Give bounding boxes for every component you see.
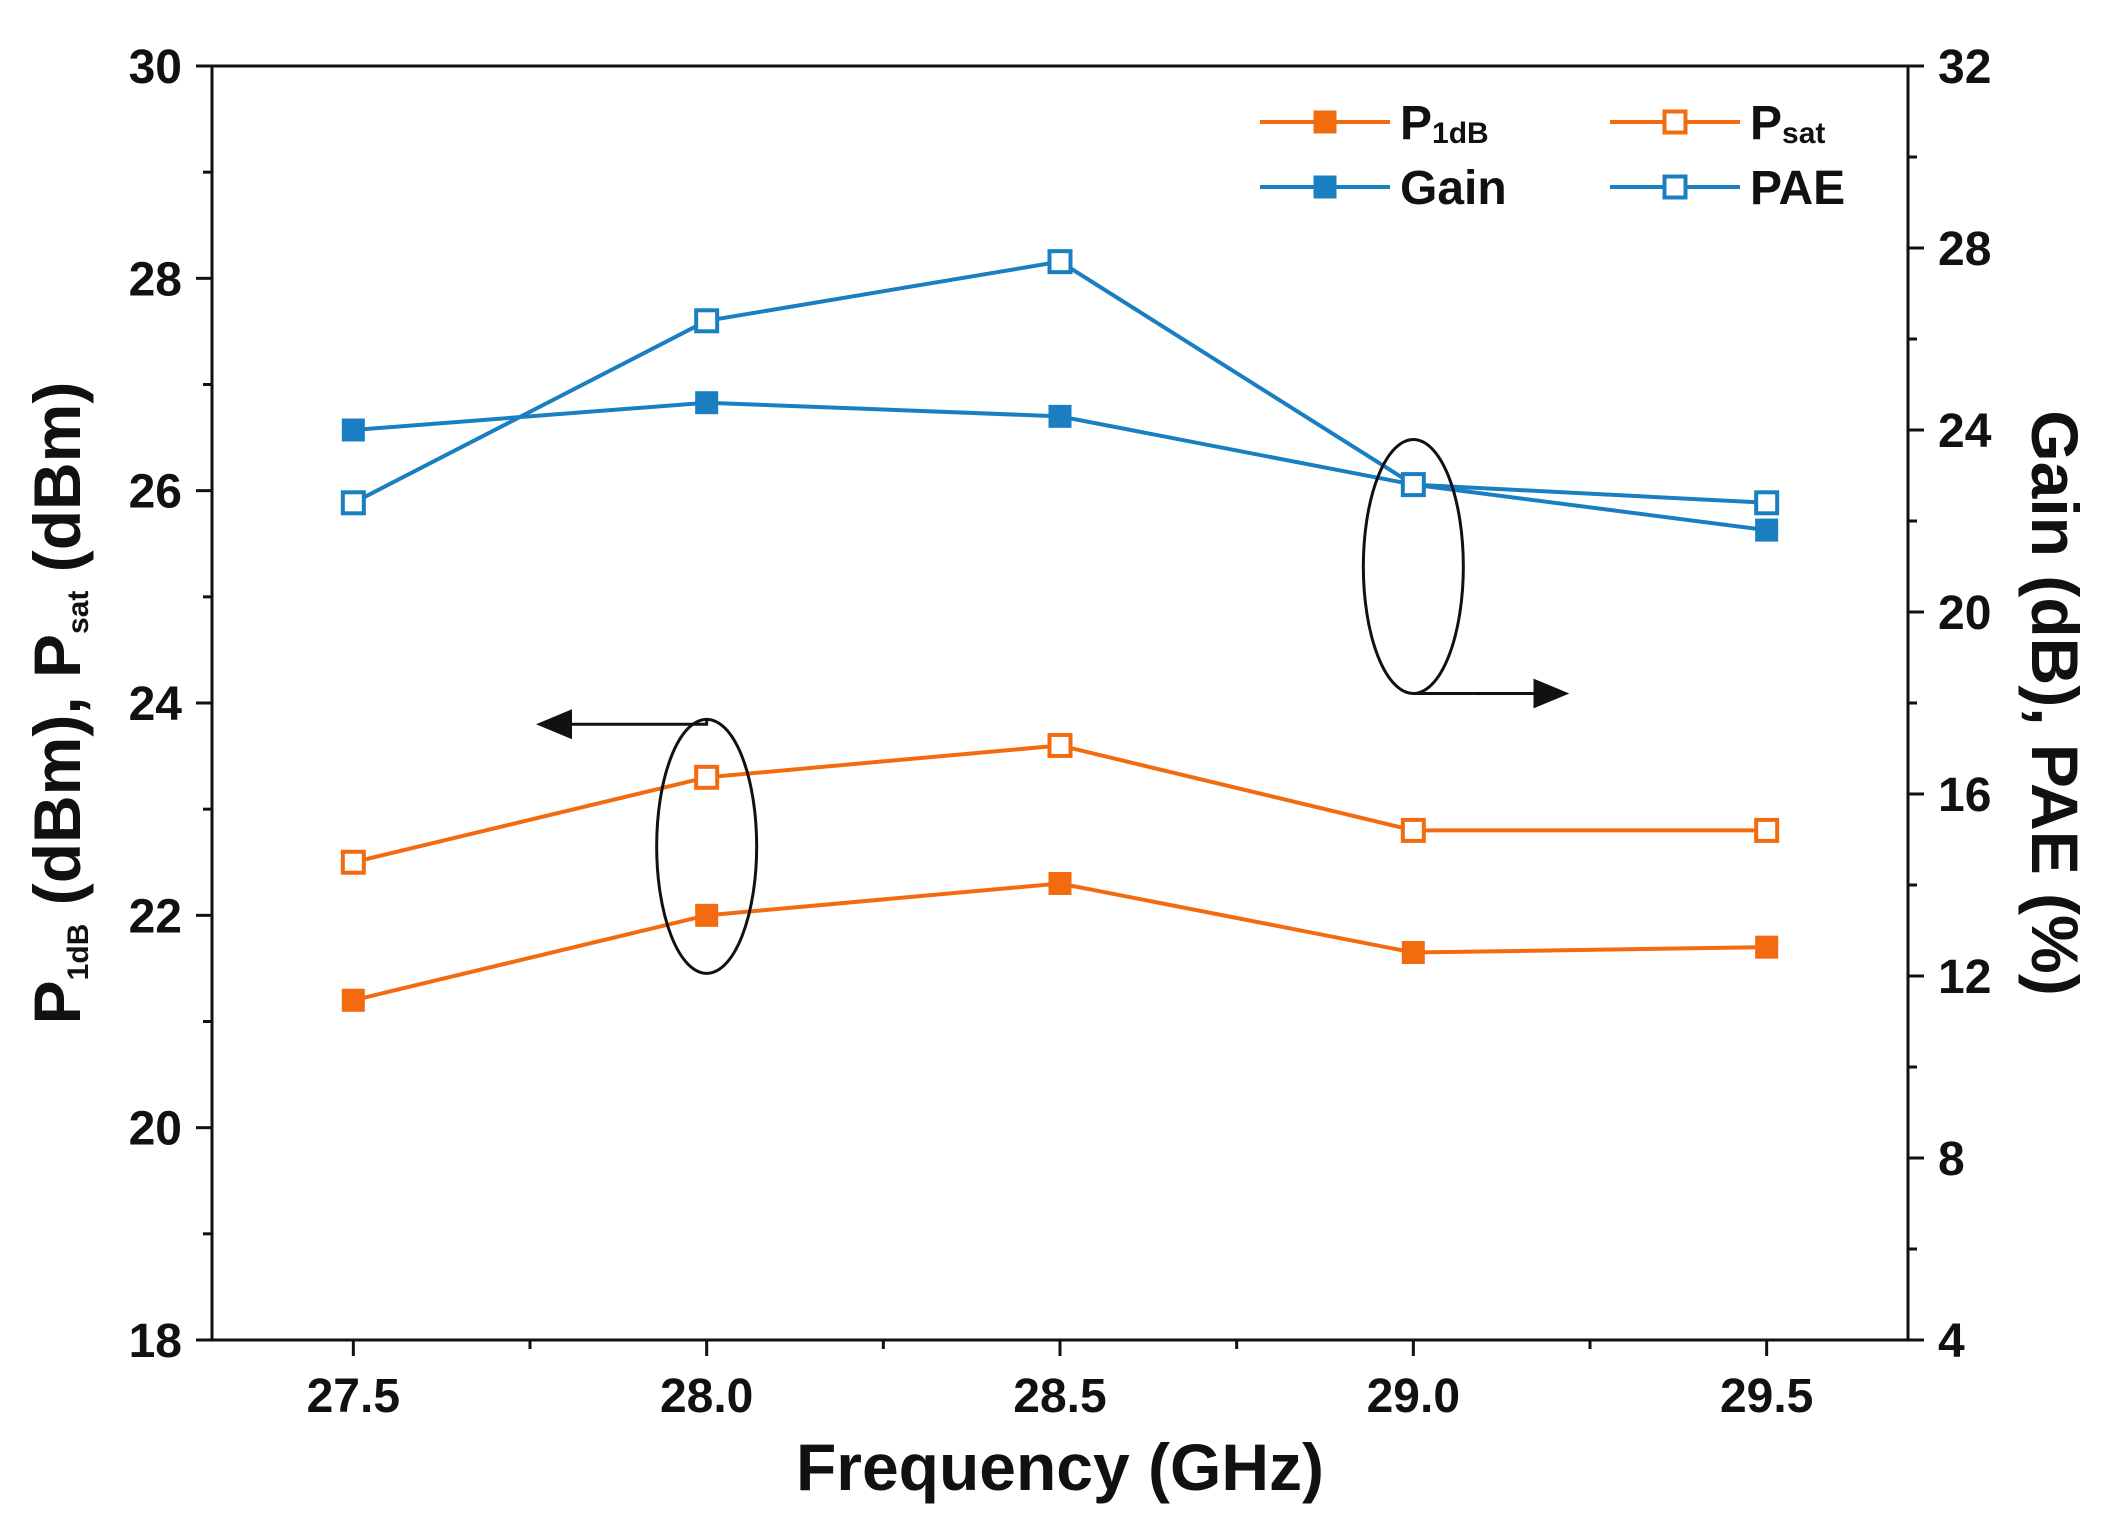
series-gain <box>341 391 1779 542</box>
y-left-tick-label: 18 <box>129 1315 182 1368</box>
annotation-layer <box>536 438 1570 975</box>
legend-label-psat: Psat <box>1750 97 1825 150</box>
y-right-tick-label: 32 <box>1938 41 1991 94</box>
legend-label-subscript: 1dB <box>1432 117 1489 150</box>
legend-item-p1db: P1dB <box>1260 97 1489 150</box>
legend-item-gain: Gain <box>1260 162 1507 215</box>
legend-marker-psat <box>1662 109 1688 135</box>
indicator-ellipse <box>655 717 759 975</box>
y-left-tick-label: 22 <box>129 890 182 943</box>
series-pae <box>340 249 1780 516</box>
data-point-pae <box>1754 490 1780 516</box>
data-point-gain <box>341 418 365 442</box>
data-point-psat <box>1754 817 1780 843</box>
plot-area-frame <box>210 64 1910 1342</box>
y-left-tick-label: 30 <box>129 41 182 94</box>
series-p1db <box>341 871 1779 1012</box>
y-left-tick-label: 20 <box>129 1103 182 1156</box>
legend-label-text: P <box>1400 97 1432 150</box>
data-point-p1db <box>341 988 365 1012</box>
y-right-axis-title: Gain (dB), PAE (%) <box>2018 410 2092 995</box>
data-point-pae <box>340 490 366 516</box>
y-right-tick-label: 16 <box>1938 769 1991 822</box>
y-left-title-text: (dBm) <box>20 382 94 591</box>
series-line-psat <box>352 743 1767 865</box>
legend-marker-gain <box>1313 175 1337 199</box>
series-layer <box>340 249 1780 1012</box>
legend-label-text: PAE <box>1750 162 1845 215</box>
legend-item-pae: PAE <box>1610 162 1845 215</box>
data-point-psat <box>1047 732 1073 758</box>
data-point-gain <box>1755 518 1779 542</box>
x-axis-title: Frequency (GHz) <box>796 1430 1324 1504</box>
x-tick-label: 28.0 <box>660 1370 753 1423</box>
y-right-tick-label: 8 <box>1938 1133 1965 1186</box>
x-tick-label: 29.5 <box>1720 1370 1813 1423</box>
data-point-pae <box>694 308 720 334</box>
y-right-tick-label: 24 <box>1938 405 1992 458</box>
y-right-tick-label: 12 <box>1938 951 1991 1004</box>
legend-item-psat: Psat <box>1610 97 1825 150</box>
y-left-title-subscript: sat <box>62 591 95 634</box>
data-point-gain <box>1048 404 1072 428</box>
data-point-psat <box>694 764 720 790</box>
legend-label-subscript: sat <box>1782 117 1825 150</box>
right-axis-indicator <box>1361 438 1570 709</box>
data-point-psat <box>340 849 366 875</box>
y-right-tick-label: 4 <box>1938 1315 1965 1368</box>
data-point-p1db <box>1755 935 1779 959</box>
left-axis-indicator <box>536 709 759 975</box>
legend-label-gain: Gain <box>1400 162 1507 215</box>
axis-labels: 27.5 28.0 28.5 29.0 29.5 18 20 22 24 26 28 30 4 8 12 16… <box>20 41 2092 1504</box>
indicator-connector <box>563 719 709 726</box>
data-point-p1db <box>1401 940 1425 964</box>
data-point-pae <box>1400 472 1426 498</box>
legend-marker-p1db <box>1313 110 1337 134</box>
y-left-tick-label: 26 <box>129 466 182 519</box>
x-tick-label: 28.5 <box>1013 1370 1106 1423</box>
data-point-pae <box>1047 249 1073 275</box>
y-left-title-subscript: 1dB <box>62 924 95 981</box>
y-left-title-text: (dBm), P <box>20 634 94 924</box>
x-tick-label: 27.5 <box>307 1370 400 1423</box>
y-left-tick-label: 24 <box>129 678 183 731</box>
series-line-p1db <box>352 881 1767 1003</box>
data-point-psat <box>1400 817 1426 843</box>
y-left-tick-label: 28 <box>129 253 182 306</box>
series-psat <box>340 732 1780 875</box>
legend-label-text: Gain <box>1400 162 1507 215</box>
y-left-title-text: P <box>20 980 94 1024</box>
legend-marker-pae <box>1662 174 1688 200</box>
x-tick-label: 29.0 <box>1367 1370 1460 1423</box>
y-right-tick-label: 28 <box>1938 223 1991 276</box>
data-point-p1db <box>1048 871 1072 895</box>
legend-label-text: P <box>1750 97 1782 150</box>
series-line-pae <box>352 259 1767 505</box>
legend-label-pae: PAE <box>1750 162 1845 215</box>
data-point-gain <box>695 391 719 415</box>
y-right-tick-label: 20 <box>1938 587 1991 640</box>
legend-label-p1db: P1dB <box>1400 97 1489 150</box>
data-point-p1db <box>695 903 719 927</box>
y-left-axis-title: P1dB (dBm), Psat (dBm) <box>20 382 95 1025</box>
